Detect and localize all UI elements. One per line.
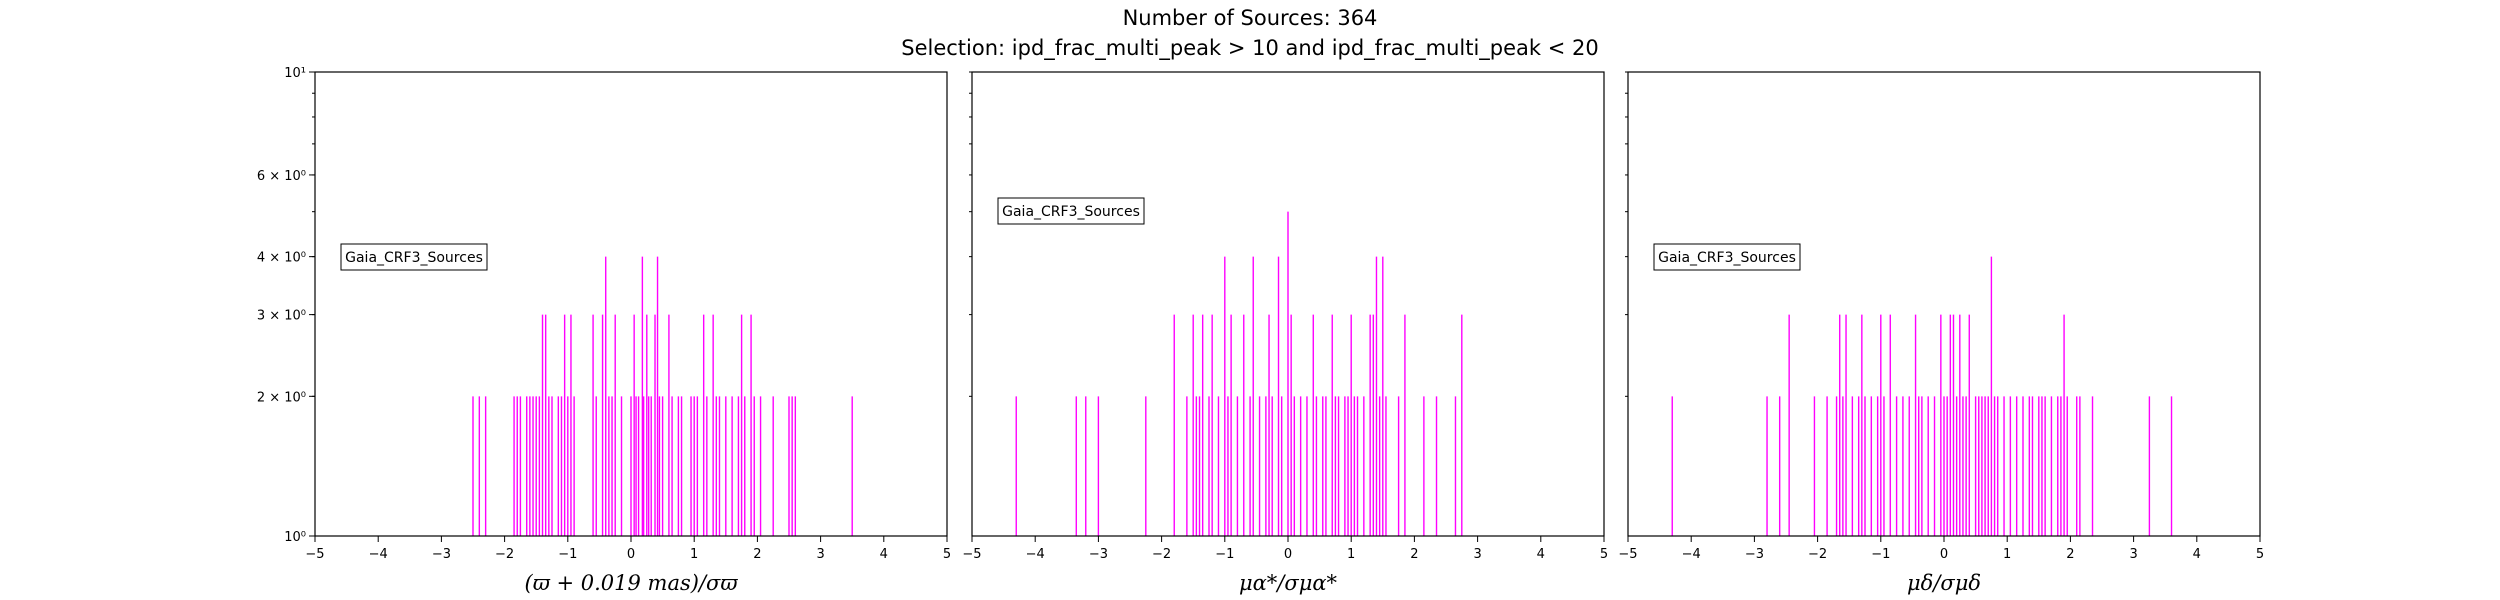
legend-label: Gaia_CRF3_Sources [1658, 250, 1796, 266]
x-tick-label: 3 [816, 547, 824, 562]
panel-3: −5 −4 −3 −2 −1 0 1 2 3 4 5 μδ/σμδ Gaia_CRF3_Sources [1618, 71, 2264, 595]
x-tick-label: −5 [305, 547, 324, 562]
x-tick-label: −4 [1026, 547, 1045, 562]
legend-box [1653, 243, 1801, 271]
x-tick-label: 0 [1284, 547, 1292, 562]
x-tick-label: 5 [2256, 547, 2264, 562]
x-tick-label: −3 [1089, 547, 1108, 562]
x-axis-label: μδ/σμδ [1907, 571, 1981, 595]
y-tick-label: 2 × 10⁰ [257, 390, 306, 405]
panel-2: −5 −4 −3 −2 −1 0 1 2 3 4 5 μα*/σμα* Gaia_CRF3_Source… [962, 71, 1608, 595]
x-tick-label: 1 [1347, 547, 1355, 562]
legend-label: Gaia_CRF3_Sources [345, 250, 483, 266]
x-tick-label: 2 [2066, 547, 2074, 562]
x-tick-label: 0 [627, 547, 635, 562]
x-tick-label: −4 [369, 547, 388, 562]
x-tick-label: 0 [1940, 547, 1948, 562]
x-tick-label: −3 [432, 547, 451, 562]
x-tick-label: 5 [1600, 547, 1608, 562]
x-tick-label: 1 [2003, 547, 2011, 562]
figure-title: Number of Sources: 364 [1122, 6, 1378, 30]
y-tick-label: 6 × 10⁰ [257, 169, 306, 184]
x-axis-label: μα*/σμα* [1239, 571, 1338, 595]
legend-box [340, 243, 488, 271]
x-tick-label: −4 [1682, 547, 1701, 562]
x-tick-label: 2 [1410, 547, 1418, 562]
y-tick-label: 10¹ [284, 66, 306, 81]
x-tick-label: −1 [1871, 547, 1890, 562]
x-tick-label: 3 [1473, 547, 1481, 562]
x-tick-label: −2 [1152, 547, 1171, 562]
x-tick-label: −5 [1618, 547, 1637, 562]
x-tick-label: 2 [753, 547, 761, 562]
y-tick-label: 10⁰ [284, 530, 306, 545]
x-tick-label: −3 [1745, 547, 1764, 562]
y-tick-label: 3 × 10⁰ [257, 309, 306, 324]
x-tick-label: −1 [558, 547, 577, 562]
x-tick-label: −2 [1808, 547, 1827, 562]
x-tick-label: 1 [690, 547, 698, 562]
legend-label: Gaia_CRF3_Sources [1002, 204, 1140, 220]
x-tick-label: 4 [880, 547, 888, 562]
figure-subtitle: Selection: ipd_frac_multi_peak > 10 and … [901, 36, 1599, 60]
x-tick-label: 5 [943, 547, 951, 562]
panel-1: −5 −4 −3 −2 −1 0 1 2 3 4 5 10¹ 6 × 10⁰ 4 × 10⁰ 3 × 10⁰… [257, 66, 951, 595]
x-tick-label: 3 [2129, 547, 2137, 562]
y-tick-label: 4 × 10⁰ [257, 251, 306, 266]
x-tick-label: −2 [495, 547, 514, 562]
x-tick-label: 4 [1537, 547, 1545, 562]
x-tick-label: 4 [2193, 547, 2201, 562]
x-axis-label: (ϖ + 0.019 mas)/σϖ [525, 571, 739, 595]
x-tick-label: −1 [1215, 547, 1234, 562]
x-tick-label: −5 [962, 547, 981, 562]
legend-box [997, 197, 1145, 225]
